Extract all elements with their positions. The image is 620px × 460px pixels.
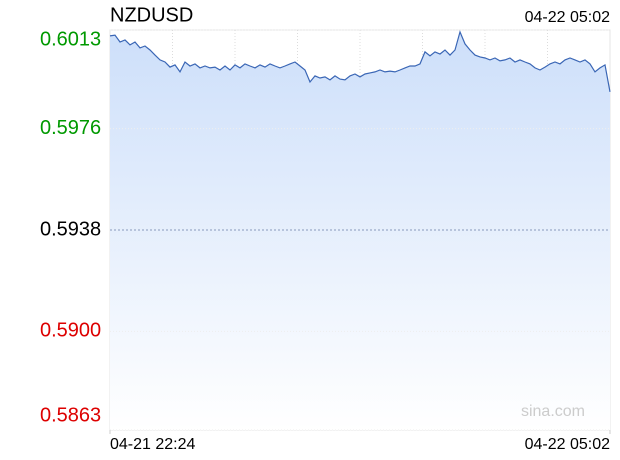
y-tick-label: 0.5900 [40,320,101,342]
price-line [109,30,611,93]
time: 04-22 05:02 [525,9,611,26]
y-tick-label: 0.5863 [40,404,101,426]
y-tick-label: 0.6013 [40,28,101,50]
chart-title: NZDUSD [110,4,193,26]
y-tick-label: 0.5976 [40,117,101,139]
area [110,31,610,431]
x-tick-label: 04-21 22:24 [110,436,196,453]
watermark: sina.com [521,403,585,420]
x-tick-label: 04-22 05:02 [525,436,611,453]
y-tick-label: 0.5938 [40,218,101,240]
